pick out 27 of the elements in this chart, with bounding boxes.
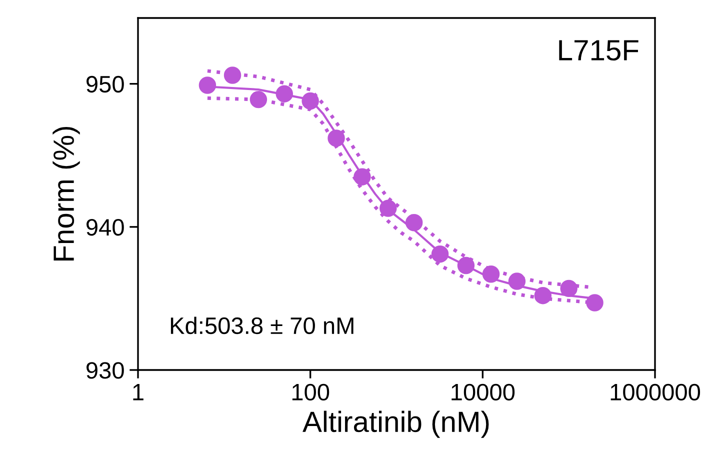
x-tick-label: 10000 <box>452 384 515 401</box>
y-tick-label: 950 <box>86 76 124 93</box>
point <box>560 280 578 298</box>
x-tick-label: 1 <box>133 384 144 400</box>
y-axis-title: Fnorm (%) <box>52 126 80 260</box>
point <box>276 85 294 102</box>
point <box>302 92 319 110</box>
point <box>198 76 216 94</box>
x-tick-label: 1000000 <box>610 384 700 401</box>
point <box>250 90 268 108</box>
annotation: Kd:503.8 ± 70 nM <box>170 316 354 334</box>
x-axis-title: Altiratinib (nM) <box>302 410 489 438</box>
point <box>328 130 345 147</box>
point <box>508 272 526 290</box>
point <box>354 168 371 186</box>
x-tick-label: 100 <box>292 384 330 401</box>
point <box>457 256 475 274</box>
point <box>534 286 552 304</box>
point <box>586 294 604 312</box>
point <box>405 214 423 232</box>
point <box>431 245 449 263</box>
point <box>224 66 242 84</box>
y-tick-label: 930 <box>86 362 124 379</box>
annotation: L715F <box>559 40 638 61</box>
y-tick-label: 940 <box>86 218 124 236</box>
point <box>482 266 500 283</box>
point <box>380 200 397 217</box>
